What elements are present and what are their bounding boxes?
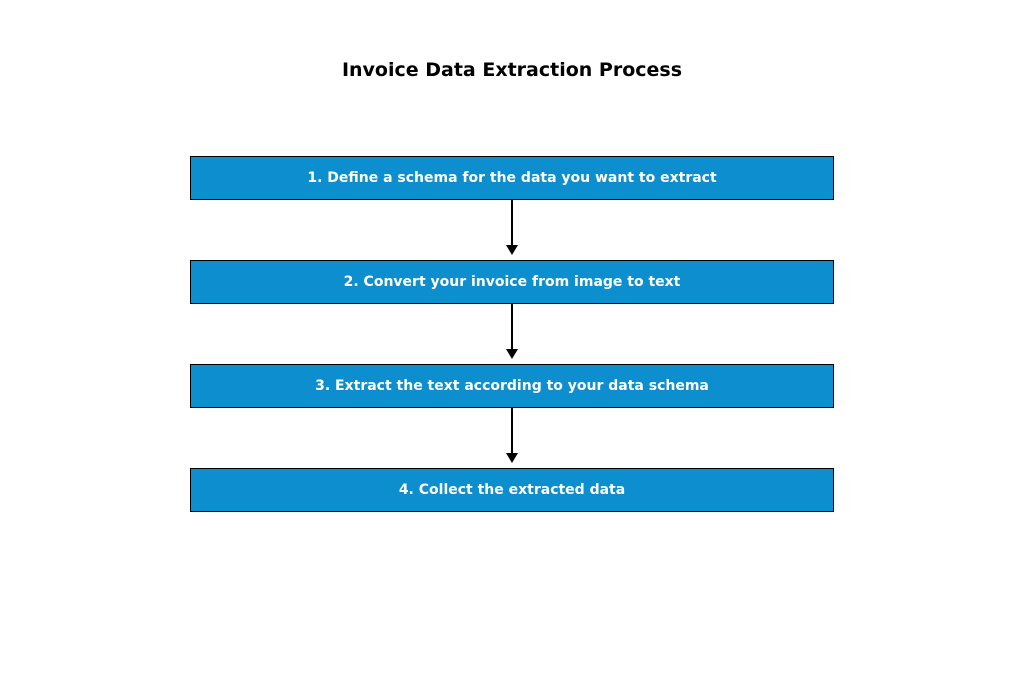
flow-step-1: 1. Define a schema for the data you want… — [190, 156, 834, 200]
arrow-line — [511, 408, 513, 453]
flow-step-2: 2. Convert your invoice from image to te… — [190, 260, 834, 304]
arrow-head-icon — [506, 245, 518, 255]
arrow-icon — [506, 304, 518, 364]
flow-step-4: 4. Collect the extracted data — [190, 468, 834, 512]
arrow-icon — [506, 408, 518, 468]
diagram-title: Invoice Data Extraction Process — [0, 59, 1024, 81]
flowchart-container: 1. Define a schema for the data you want… — [190, 156, 834, 512]
flow-step-3: 3. Extract the text according to your da… — [190, 364, 834, 408]
arrow-icon — [506, 200, 518, 260]
arrow-head-icon — [506, 453, 518, 463]
arrow-head-icon — [506, 349, 518, 359]
arrow-line — [511, 200, 513, 245]
arrow-line — [511, 304, 513, 349]
